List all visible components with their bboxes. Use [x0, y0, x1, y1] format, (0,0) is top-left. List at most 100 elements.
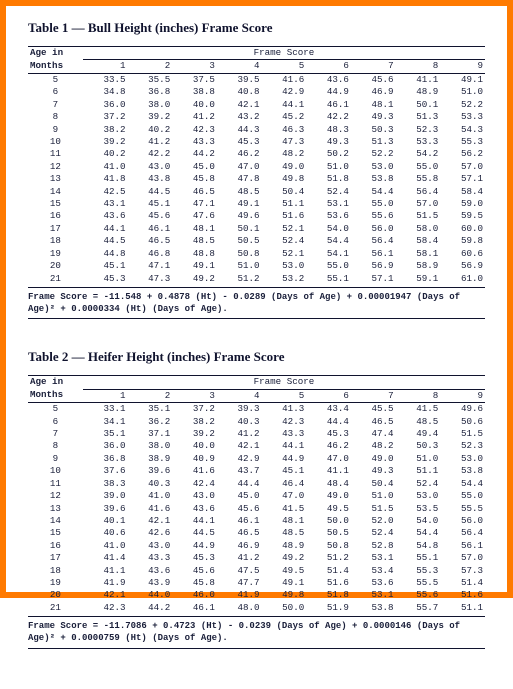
value-cell: 42.3 [262, 416, 307, 428]
value-cell: 59.1 [396, 273, 441, 285]
value-cell: 56.9 [351, 260, 396, 272]
value-cell: 37.5 [172, 73, 217, 86]
value-cell: 49.1 [440, 73, 485, 86]
value-cell: 49.6 [440, 403, 485, 416]
value-cell: 45.6 [351, 73, 396, 86]
value-cell: 55.6 [351, 210, 396, 222]
score-col-header: 5 [262, 60, 307, 73]
value-cell: 41.0 [83, 161, 128, 173]
value-cell: 43.6 [128, 565, 173, 577]
value-cell: 46.1 [306, 99, 351, 111]
value-cell: 53.6 [306, 210, 351, 222]
score-col-header: 3 [172, 389, 217, 402]
value-cell: 52.0 [351, 515, 396, 527]
value-cell: 58.9 [396, 260, 441, 272]
value-cell: 41.2 [217, 428, 262, 440]
value-cell: 45.3 [83, 273, 128, 285]
value-cell: 51.2 [217, 273, 262, 285]
value-cell: 59.5 [440, 210, 485, 222]
value-cell: 35.5 [128, 73, 173, 86]
value-cell: 43.7 [217, 465, 262, 477]
value-cell: 41.9 [83, 577, 128, 589]
value-cell: 58.4 [396, 235, 441, 247]
value-cell: 41.0 [128, 490, 173, 502]
age-cell: 7 [28, 99, 83, 111]
value-cell: 51.0 [440, 86, 485, 98]
age-cell: 6 [28, 416, 83, 428]
value-cell: 52.4 [262, 235, 307, 247]
value-cell: 54.2 [396, 148, 441, 160]
value-cell: 48.1 [172, 223, 217, 235]
value-cell: 56.2 [440, 148, 485, 160]
value-cell: 51.0 [351, 490, 396, 502]
value-cell: 40.3 [128, 478, 173, 490]
value-cell: 44.2 [128, 602, 173, 614]
value-cell: 39.2 [172, 428, 217, 440]
value-cell: 45.8 [172, 577, 217, 589]
value-cell: 46.9 [217, 540, 262, 552]
value-cell: 49.1 [217, 198, 262, 210]
age-cell: 21 [28, 273, 83, 285]
table-row: 2042.144.046.041.949.851.853.155.651.6 [28, 589, 485, 601]
value-cell: 43.0 [128, 540, 173, 552]
value-cell: 33.1 [83, 403, 128, 416]
value-cell: 54.4 [396, 527, 441, 539]
value-cell: 51.3 [396, 111, 441, 123]
value-cell: 42.6 [128, 527, 173, 539]
age-cell: 18 [28, 565, 83, 577]
value-cell: 51.6 [440, 589, 485, 601]
value-cell: 56.0 [351, 223, 396, 235]
value-cell: 53.2 [262, 273, 307, 285]
value-cell: 48.5 [172, 235, 217, 247]
value-cell: 44.4 [306, 416, 351, 428]
value-cell: 44.9 [306, 86, 351, 98]
value-cell: 35.1 [128, 403, 173, 416]
age-cell: 8 [28, 111, 83, 123]
value-cell: 40.0 [172, 99, 217, 111]
value-cell: 42.1 [217, 440, 262, 452]
age-cell: 19 [28, 248, 83, 260]
value-cell: 49.1 [172, 260, 217, 272]
value-cell: 50.5 [217, 235, 262, 247]
value-cell: 51.6 [306, 577, 351, 589]
value-cell: 43.2 [217, 111, 262, 123]
value-cell: 51.2 [306, 552, 351, 564]
table-row: 1744.146.148.150.152.154.056.058.060.0 [28, 223, 485, 235]
value-cell: 60.0 [440, 223, 485, 235]
value-cell: 42.2 [128, 148, 173, 160]
frame-score-table: Age inFrame ScoreMonths123456789533.135.… [28, 375, 485, 614]
value-cell: 59.0 [440, 198, 485, 210]
value-cell: 49.1 [262, 577, 307, 589]
value-cell: 52.4 [351, 527, 396, 539]
score-col-header: 1 [83, 389, 128, 402]
value-cell: 50.8 [217, 248, 262, 260]
age-cell: 15 [28, 198, 83, 210]
value-cell: 43.1 [83, 198, 128, 210]
table-row: 2045.147.149.151.053.055.056.958.956.9 [28, 260, 485, 272]
age-header-2: Months [28, 389, 83, 402]
value-cell: 51.6 [262, 210, 307, 222]
value-cell: 56.0 [440, 515, 485, 527]
value-cell: 45.1 [128, 198, 173, 210]
value-cell: 38.9 [128, 453, 173, 465]
value-cell: 46.8 [128, 248, 173, 260]
table-row: 938.240.242.344.346.348.350.352.354.3 [28, 124, 485, 136]
table-row: 1039.241.243.345.347.349.351.353.355.3 [28, 136, 485, 148]
value-cell: 36.8 [83, 453, 128, 465]
value-cell: 46.9 [351, 86, 396, 98]
value-cell: 48.4 [306, 478, 351, 490]
value-cell: 55.5 [440, 503, 485, 515]
table-row: 1643.645.647.649.651.653.655.651.559.5 [28, 210, 485, 222]
value-cell: 52.2 [440, 99, 485, 111]
value-cell: 55.6 [396, 589, 441, 601]
value-cell: 40.2 [128, 124, 173, 136]
value-cell: 48.5 [217, 186, 262, 198]
age-header-2: Months [28, 60, 83, 73]
value-cell: 45.3 [306, 428, 351, 440]
age-cell: 17 [28, 223, 83, 235]
value-cell: 55.0 [440, 490, 485, 502]
value-cell: 48.8 [172, 248, 217, 260]
table-footnote: Frame Score = -11.7086 + 0.4723 (Ht) - 0… [28, 616, 485, 648]
value-cell: 49.8 [262, 173, 307, 185]
value-cell: 49.2 [172, 273, 217, 285]
